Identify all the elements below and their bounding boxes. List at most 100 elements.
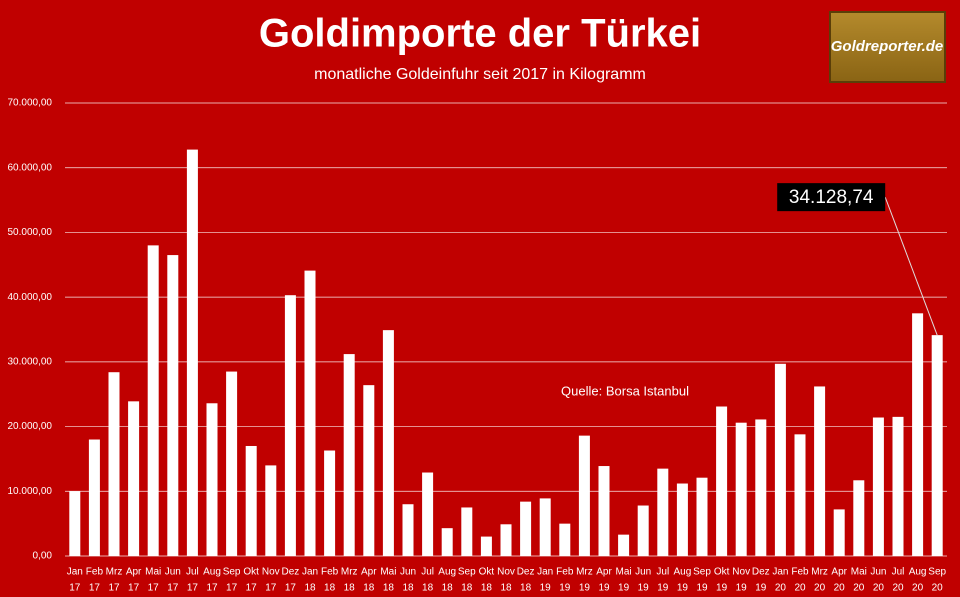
bar — [618, 534, 630, 556]
x-tick-label: 19 — [559, 583, 571, 594]
bar — [520, 501, 532, 556]
x-tick-label: 18 — [500, 583, 512, 594]
x-tick-label: Jun — [635, 567, 651, 578]
x-tick-label: Okt — [243, 567, 259, 578]
bar — [931, 335, 943, 556]
bar — [69, 491, 81, 556]
source-note: Quelle: Borsa Istanbul — [561, 383, 689, 398]
x-tick-label: Apr — [361, 567, 377, 578]
x-tick-label: 17 — [285, 583, 297, 594]
x-tick-label: 20 — [794, 583, 806, 594]
x-tick-label: 20 — [775, 583, 787, 594]
x-tick-label: 19 — [598, 583, 610, 594]
x-tick-label: Feb — [556, 567, 574, 578]
y-tick-label: 30.000,00 — [8, 356, 53, 367]
x-tick-label: 17 — [128, 583, 140, 594]
bar — [441, 528, 453, 556]
bar — [88, 439, 100, 556]
x-tick-label: 17 — [89, 583, 101, 594]
bar — [461, 507, 473, 556]
x-tick-label: Aug — [909, 567, 927, 578]
x-tick-label: Jun — [870, 567, 886, 578]
bar — [853, 480, 865, 556]
x-tick-label: Nov — [262, 567, 280, 578]
x-tick-label: Apr — [596, 567, 612, 578]
x-tick-label: Mai — [145, 567, 161, 578]
x-tick-label: Sep — [223, 567, 241, 578]
bar — [363, 385, 375, 556]
x-tick-label: 17 — [206, 583, 218, 594]
x-tick-label: 18 — [422, 583, 434, 594]
bar — [382, 330, 394, 556]
x-tick-label: 19 — [540, 583, 552, 594]
x-tick-label: 19 — [716, 583, 728, 594]
x-tick-label: Okt — [714, 567, 730, 578]
x-tick-label: 20 — [892, 583, 904, 594]
x-tick-label: Nov — [497, 567, 515, 578]
x-tick-label: Mrz — [811, 567, 828, 578]
x-tick-label: Jul — [186, 567, 199, 578]
x-tick-label: Jul — [892, 567, 905, 578]
x-tick-label: 18 — [344, 583, 356, 594]
x-tick-label: Apr — [831, 567, 847, 578]
y-tick-label: 50.000,00 — [8, 227, 53, 238]
bar — [774, 363, 786, 556]
y-tick-label: 0,00 — [33, 551, 53, 562]
bar — [206, 403, 218, 556]
bar — [578, 435, 590, 556]
x-tick-label: 18 — [383, 583, 395, 594]
x-tick-label: 17 — [167, 583, 179, 594]
x-tick-label: Jun — [165, 567, 181, 578]
x-tick-label: Feb — [791, 567, 809, 578]
bar — [186, 149, 198, 556]
x-tick-label: 20 — [912, 583, 924, 594]
bar — [794, 434, 806, 556]
bar — [892, 416, 904, 556]
x-tick-label: Jun — [400, 567, 416, 578]
x-tick-label: 18 — [402, 583, 414, 594]
bar — [735, 422, 747, 556]
x-tick-label: 18 — [461, 583, 473, 594]
bar — [755, 419, 767, 556]
bar — [480, 536, 492, 556]
x-tick-label: Jan — [772, 567, 788, 578]
x-tick-label: Mai — [851, 567, 867, 578]
x-tick-label: 20 — [932, 583, 944, 594]
x-tick-label: Nov — [732, 567, 750, 578]
x-tick-label: Jan — [67, 567, 83, 578]
bar — [912, 313, 924, 556]
x-tick-label: 19 — [638, 583, 650, 594]
x-tick-label: 19 — [677, 583, 689, 594]
bar — [559, 523, 571, 556]
x-tick-label: 17 — [265, 583, 277, 594]
value-label-box — [777, 183, 886, 212]
bar — [676, 483, 688, 556]
chart-title: Goldimporte der Türkei — [259, 12, 701, 56]
bar — [245, 445, 257, 556]
x-tick-label: Mrz — [576, 567, 593, 578]
bar — [167, 255, 179, 557]
x-tick-label: Sep — [928, 567, 946, 578]
x-tick-label: Mai — [380, 567, 396, 578]
x-tick-label: Mrz — [106, 567, 123, 578]
x-tick-label: Dez — [282, 567, 300, 578]
x-tick-label: Mai — [616, 567, 632, 578]
bar — [637, 505, 649, 556]
bar — [147, 245, 159, 556]
x-tick-label: Sep — [458, 567, 476, 578]
x-tick-label: 19 — [755, 583, 767, 594]
bar — [814, 386, 826, 556]
x-tick-label: 19 — [696, 583, 708, 594]
x-tick-label: 17 — [246, 583, 258, 594]
x-tick-label: 19 — [618, 583, 630, 594]
y-tick-label: 20.000,00 — [8, 421, 53, 432]
bar — [716, 406, 728, 556]
x-tick-label: Okt — [479, 567, 495, 578]
bar — [108, 372, 120, 556]
x-tick-label: Feb — [321, 567, 339, 578]
bar — [539, 498, 551, 556]
bar — [324, 450, 336, 556]
x-tick-label: 17 — [108, 583, 120, 594]
logo-box — [829, 11, 946, 83]
